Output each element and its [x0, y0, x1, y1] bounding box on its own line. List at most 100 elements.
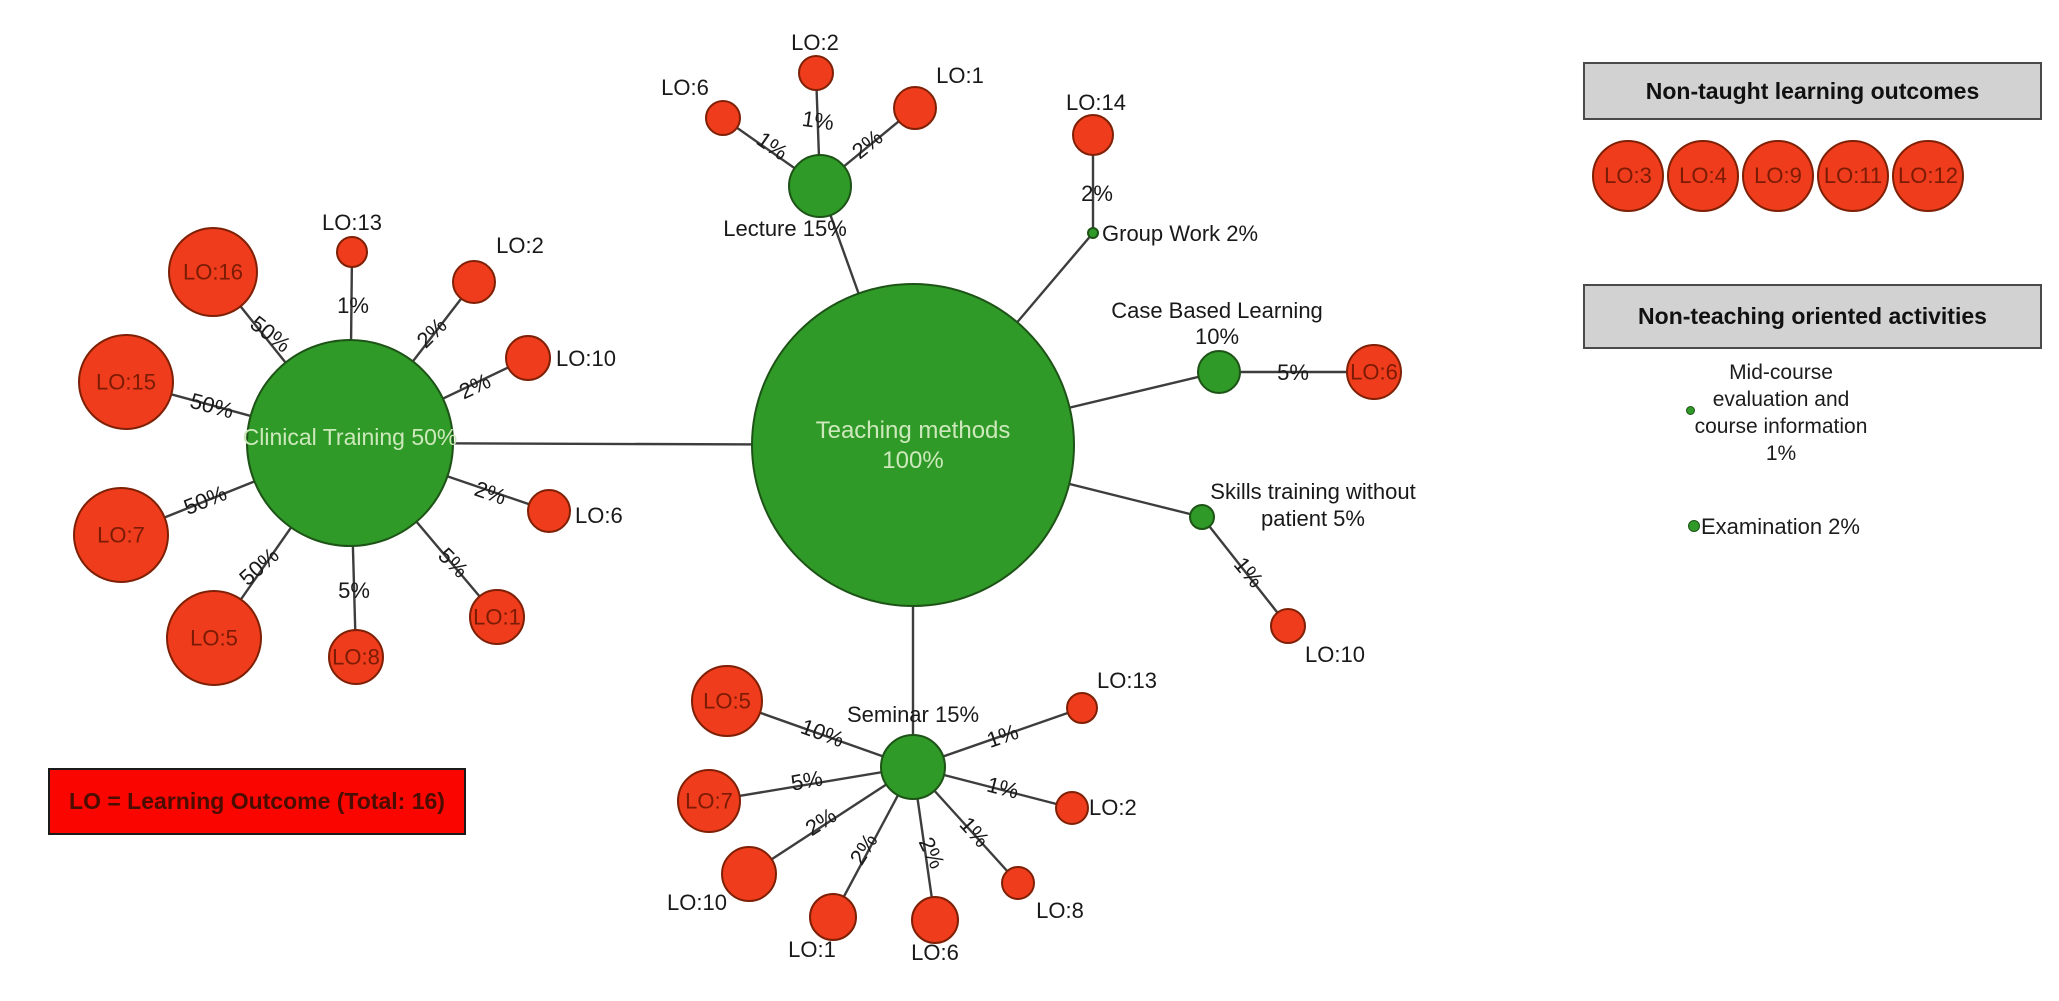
footnote-label: LO = Learning Outcome (Total: 16) — [69, 788, 445, 814]
lo-chip-label: LO:9 — [1754, 163, 1802, 188]
midcourse-line: evaluation and — [1712, 388, 1850, 411]
label-cl_lo5: LO:5 — [190, 625, 238, 650]
lo-chip-label: LO:3 — [1604, 163, 1652, 188]
midcourse-line: Mid-course — [1729, 361, 1833, 384]
node-cl_lo2 — [452, 260, 496, 304]
node-cl_lo16 — [168, 227, 258, 317]
node-cl_lo5 — [166, 590, 262, 686]
label-cl_lo2: LO:2 — [496, 233, 544, 258]
label-sk_lo10: LO:10 — [1305, 642, 1365, 667]
label-skills: Skills training without — [1210, 479, 1415, 504]
midcourse-dot-icon — [1686, 406, 1695, 415]
edge-label-seminar-sem_lo7: 5% — [789, 766, 825, 796]
node-seminar — [880, 734, 946, 800]
non-taught-lo-12: LO:12 — [1892, 140, 1964, 212]
node-lecture — [788, 154, 852, 218]
non-taught-lo-4: LO:4 — [1667, 140, 1739, 212]
node-skills — [1189, 504, 1215, 530]
label-lec_lo1: LO:1 — [936, 63, 984, 88]
edge-label-clinical-cl_lo16: 50% — [246, 311, 296, 358]
node-cl_lo15 — [78, 334, 174, 430]
examination-item: Examination 2% — [1701, 514, 1860, 539]
edge-label-clinical-cl_lo7: 50% — [180, 480, 230, 520]
node-sem_lo8 — [1001, 866, 1035, 900]
label-groupwork: Group Work 2% — [1102, 221, 1258, 246]
label-cl_lo10: LO:10 — [556, 346, 616, 371]
label-cl_lo16: LO:16 — [183, 259, 243, 284]
non-teaching-panel-header: Non-teaching oriented activities — [1583, 284, 2042, 349]
node-cl_lo13 — [336, 236, 368, 268]
label-lec_lo6: LO:6 — [661, 75, 709, 100]
non-taught-panel-header: Non-taught learning outcomes — [1583, 62, 2042, 120]
node-sem_lo2 — [1055, 791, 1089, 825]
edge-skills-sk_lo10 — [1201, 516, 1289, 627]
node-teaching — [751, 283, 1075, 607]
non-teaching-title: Non-teaching oriented activities — [1638, 303, 1987, 329]
label-lo14: LO:14 — [1066, 90, 1126, 115]
label-cl_lo15: LO:15 — [96, 369, 156, 394]
label-skills: patient 5% — [1261, 506, 1365, 531]
node-sem_lo13 — [1066, 692, 1098, 724]
node-lec_lo1 — [893, 86, 937, 130]
label-cbl: 10% — [1195, 324, 1239, 349]
label-cbl_lo6: LO:6 — [1350, 359, 1398, 384]
lo-chip-label: LO:4 — [1679, 163, 1727, 188]
label-teaching: Teaching methods — [816, 417, 1011, 444]
edge-label-seminar-sem_lo6: 2% — [914, 833, 950, 872]
label-sem_lo1: LO:1 — [788, 937, 836, 962]
lo-chip-label: LO:12 — [1898, 163, 1958, 188]
label-sem_lo8: LO:8 — [1036, 898, 1084, 923]
node-cl_lo6 — [527, 489, 571, 533]
label-sem_lo5: LO:5 — [703, 688, 751, 713]
label-cl_lo7: LO:7 — [97, 522, 145, 547]
node-lec_lo6 — [705, 100, 741, 136]
node-sem_lo6 — [911, 896, 959, 944]
node-cl_lo8 — [328, 629, 384, 685]
node-sk_lo10 — [1270, 608, 1306, 644]
examination-dot-icon — [1688, 520, 1700, 532]
edge-label-lecture-lec_lo6: 1% — [752, 126, 792, 165]
label-cbl: Case Based Learning — [1111, 298, 1323, 323]
edge-label-clinical-cl_lo10: 2% — [455, 368, 494, 404]
label-sem_lo10: LO:10 — [667, 890, 727, 915]
edge-label-clinical-cl_lo13: 1% — [337, 293, 369, 318]
non-taught-lo-3: LO:3 — [1592, 140, 1664, 212]
midcourse-line: course information — [1694, 415, 1868, 438]
edge-label-seminar-sem_lo2: 1% — [984, 772, 1021, 804]
non-taught-title: Non-taught learning outcomes — [1645, 77, 1980, 104]
edge-seminar-sem_lo7 — [708, 765, 914, 803]
midcourse-line: 1% — [1765, 442, 1797, 465]
edge-label-cbl-cbl_lo6: 5% — [1277, 360, 1309, 385]
label-cl_lo8: LO:8 — [332, 644, 380, 669]
label-teaching: 100% — [882, 447, 943, 474]
label-lecture: Lecture 15% — [723, 216, 847, 241]
label-cl_lo13: LO:13 — [322, 210, 382, 235]
non-taught-lo-row: LO:3 LO:4 LO:9 LO:11 LO:12 — [1592, 140, 1964, 212]
node-sem_lo10 — [721, 846, 777, 902]
label-sem_lo2: LO:2 — [1089, 795, 1137, 820]
node-sem_lo1 — [809, 893, 857, 941]
node-cl_lo7 — [73, 487, 169, 583]
node-cbl_lo6 — [1346, 344, 1402, 400]
node-groupwork — [1087, 227, 1099, 239]
node-clinical — [246, 339, 454, 547]
node-lo14 — [1072, 114, 1114, 156]
node-cl_lo1 — [469, 589, 525, 645]
edge-label-groupwork-lo14: 2% — [1081, 181, 1113, 206]
footnote-box: LO = Learning Outcome (Total: 16) — [48, 768, 466, 835]
edge-label-clinical-cl_lo8: 5% — [338, 578, 370, 603]
node-sem_lo7 — [677, 769, 741, 833]
label-seminar: Seminar 15% — [847, 702, 979, 727]
node-cl_lo10 — [505, 335, 551, 381]
label-lec_lo2: LO:2 — [791, 30, 839, 55]
non-taught-lo-11: LO:11 — [1817, 140, 1889, 212]
edge-label-lecture-lec_lo2: 1% — [801, 106, 836, 135]
lo-chip-label: LO:11 — [1823, 163, 1883, 188]
label-sem_lo6: LO:6 — [911, 940, 959, 965]
edge-label-clinical-cl_lo6: 2% — [471, 476, 509, 510]
node-cbl — [1197, 350, 1241, 394]
node-lec_lo2 — [798, 55, 834, 91]
label-sem_lo7: LO:7 — [685, 788, 733, 813]
